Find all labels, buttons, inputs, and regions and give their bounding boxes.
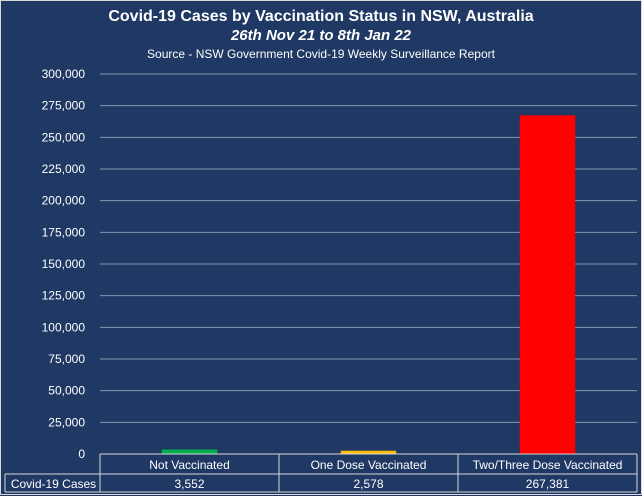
- x-category-label: Two/Three Dose Vaccinated: [473, 458, 623, 472]
- chart-source: Source - NSW Government Covid-19 Weekly …: [147, 47, 495, 61]
- title-block: Covid-19 Cases by Vaccination Status in …: [1, 7, 641, 62]
- bar: [340, 450, 397, 454]
- y-tick-label: 200,000: [42, 194, 86, 208]
- y-tick-label: 300,000: [42, 67, 86, 81]
- chart-subtitle: 26th Nov 21 to 8th Jan 22: [230, 27, 412, 44]
- x-category-label: One Dose Vaccinated: [311, 458, 427, 472]
- y-tick-label: 50,000: [48, 384, 85, 398]
- chart-title: Covid-19 Cases by Vaccination Status in …: [108, 8, 534, 25]
- data-table-value: 3,552: [174, 477, 204, 491]
- y-tick-label: 150,000: [42, 257, 86, 271]
- x-category-label: Not Vaccinated: [149, 458, 230, 472]
- data-table-value: 267,381: [526, 477, 570, 491]
- y-tick-label: 225,000: [42, 162, 86, 176]
- data-table-value: 2,578: [353, 477, 383, 491]
- y-tick-label: 25,000: [48, 415, 85, 429]
- y-tick-label: 0: [78, 447, 85, 461]
- y-tick-label: 75,000: [48, 352, 85, 366]
- data-table-series-name: Covid-19 Cases: [11, 477, 96, 491]
- bar: [161, 449, 218, 454]
- y-tick-label: 250,000: [42, 130, 86, 144]
- y-tick-label: 125,000: [42, 289, 86, 303]
- y-tick-label: 100,000: [42, 320, 86, 334]
- y-tick-label: 275,000: [42, 99, 86, 113]
- y-tick-label: 175,000: [42, 225, 86, 239]
- bar: [519, 115, 576, 455]
